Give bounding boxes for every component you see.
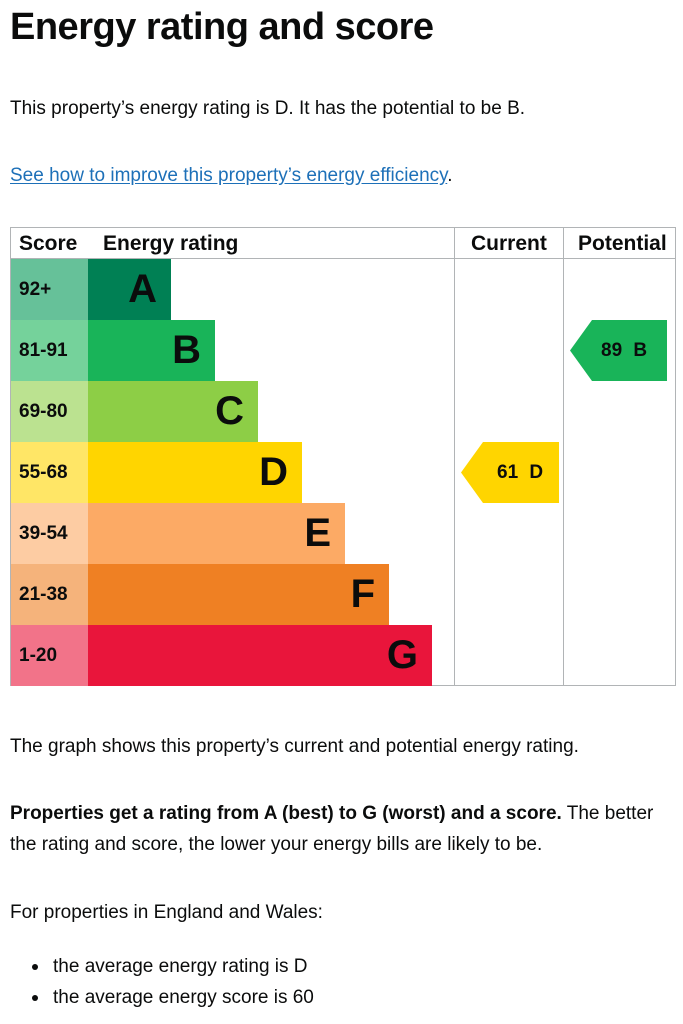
band-bar-c: C: [88, 381, 258, 442]
current-arrow-shape: [461, 442, 559, 503]
band-bar-d: D: [88, 442, 302, 503]
header-current: Current: [471, 232, 547, 255]
band-score-b: 81-91: [11, 320, 88, 381]
rating-explanation-rest: The better: [561, 803, 654, 824]
band-score-f: 21-38: [11, 564, 88, 625]
header-potential: Potential: [578, 232, 667, 255]
band-score-d: 55-68: [11, 442, 88, 503]
improve-link-suffix: .: [447, 165, 453, 186]
band-row-f: 21-38 F: [11, 564, 675, 625]
band-score-e: 39-54: [11, 503, 88, 564]
band-letter-f: F: [350, 572, 375, 616]
band-row-c: 69-80 C: [11, 381, 675, 442]
band-letter-b: B: [172, 328, 201, 372]
band-bar-b: B: [88, 320, 215, 381]
potential-arrow-shape: [570, 320, 667, 381]
list-item-average-score: the average energy score is 60: [53, 987, 314, 1008]
band-letter-c: C: [215, 389, 244, 433]
improve-efficiency-link[interactable]: See how to improve this property’s energ…: [10, 165, 448, 186]
bullet-dot: [32, 995, 38, 1001]
band-bar-a: A: [88, 259, 171, 320]
rating-explanation-bold: Properties get a rating from A (best) to…: [10, 803, 562, 824]
energy-rating-chart: Score Energy rating Current Potential 92…: [10, 227, 676, 686]
england-wales-text: For properties in England and Wales:: [10, 902, 323, 923]
page-title: Energy rating and score: [10, 6, 434, 48]
band-letter-a: A: [128, 267, 157, 311]
band-row-a: 92+ A: [11, 259, 675, 320]
current-rating-label: 61 D: [497, 462, 544, 483]
band-score-g: 1-20: [11, 625, 88, 686]
bullet-dot: [32, 964, 38, 970]
rating-explanation-line2: the rating and score, the lower your ene…: [10, 834, 543, 855]
column-divider-potential: [563, 228, 564, 685]
graph-caption: The graph shows this property’s current …: [10, 736, 579, 757]
band-score-c: 69-80: [11, 381, 88, 442]
band-letter-e: E: [304, 511, 331, 555]
band-bar-e: E: [88, 503, 345, 564]
band-letter-g: G: [386, 633, 418, 677]
band-bar-g: G: [88, 625, 432, 686]
intro-text: This property’s energy rating is D. It h…: [10, 98, 526, 119]
band-row-d: 55-68 D: [11, 442, 675, 503]
band-row-e: 39-54 E: [11, 503, 675, 564]
band-bar-f: F: [88, 564, 389, 625]
header-divider: [11, 258, 675, 259]
potential-rating-arrow: 89 B: [570, 320, 667, 381]
column-divider-current: [454, 228, 455, 685]
potential-rating-label: 89 B: [601, 340, 648, 361]
band-letter-d: D: [259, 450, 288, 494]
header-energy-rating: Energy rating: [103, 232, 239, 255]
list-item-average-rating: the average energy rating is D: [53, 956, 308, 977]
band-score-a: 92+: [11, 259, 88, 320]
header-score: Score: [19, 232, 78, 255]
improve-paragraph: See how to improve this property’s energ…: [10, 160, 453, 191]
current-rating-arrow: 61 D: [461, 442, 559, 503]
band-row-b: 81-91 B: [11, 320, 675, 381]
rating-explanation: Properties get a rating from A (best) to…: [10, 798, 653, 829]
band-row-g: 1-20 G: [11, 625, 675, 686]
